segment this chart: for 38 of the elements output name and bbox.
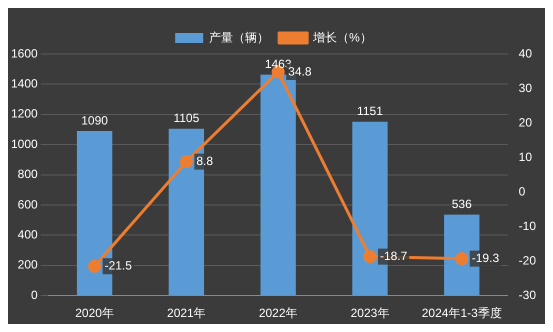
data-label: -21.5: [104, 258, 132, 273]
y-tick-label: 1200: [10, 106, 38, 121]
y-tick-label: 800: [18, 167, 38, 182]
y2-tick-label: 40: [518, 46, 532, 60]
bar: [260, 74, 296, 296]
point: [180, 155, 193, 168]
x-tick-label: 2023年: [350, 306, 390, 320]
point: [363, 250, 376, 264]
data-label: 34.8: [288, 64, 312, 78]
y2-tick-label: -10: [518, 218, 536, 233]
y-tick-label: 400: [18, 228, 38, 242]
x-tick-label: 2021年: [167, 306, 206, 320]
data-label: 1151: [357, 104, 384, 118]
data-label: 1090: [81, 113, 108, 128]
y-tick-label: 1000: [10, 136, 38, 151]
y-tick-label: 600: [18, 197, 38, 212]
point: [88, 260, 102, 273]
x-tick-label: 2020年: [75, 306, 114, 320]
y-tick-label: 1600: [10, 46, 38, 60]
data-label: 8.8: [196, 154, 214, 168]
legend-label: 增长（%）: [312, 30, 372, 44]
data-label: -19.3: [472, 250, 500, 265]
y2-tick-label: -20: [518, 253, 536, 268]
data-label: 536: [452, 196, 472, 211]
data-label: 1105: [173, 111, 200, 126]
data-label: -18.7: [380, 248, 408, 263]
y2-tick-label: 30: [518, 80, 532, 95]
y2-tick-label: 0: [518, 184, 526, 198]
x-tick-label: 2024年1-3季度: [422, 306, 502, 320]
legend-label: 产量（辆）: [209, 30, 270, 44]
y2-tick-label: 20: [518, 115, 532, 130]
point: [455, 252, 468, 266]
y-tick-label: 200: [18, 258, 38, 272]
y-tick-label: 1400: [10, 76, 38, 91]
y2-tick-label: -30: [518, 288, 536, 302]
y2-tick-label: 10: [518, 150, 532, 164]
x-tick-label: 2022年: [258, 306, 298, 320]
y-tick-label: 0: [31, 288, 38, 302]
